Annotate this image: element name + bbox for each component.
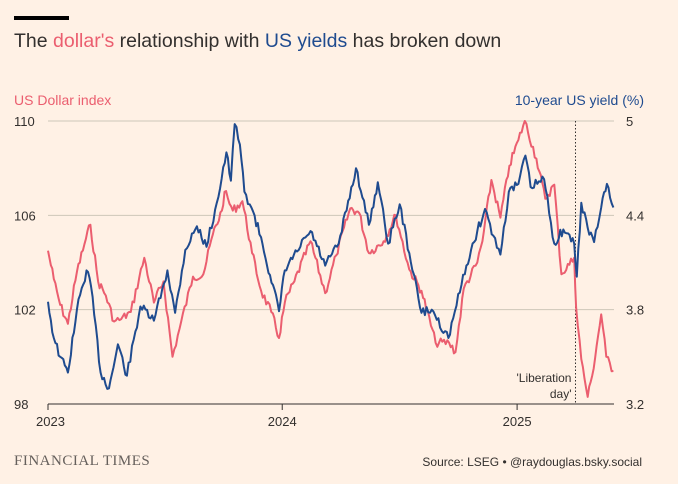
dollar-index-line bbox=[47, 120, 614, 398]
x-tick-label: 2023 bbox=[36, 414, 65, 429]
source-note: Source: LSEG • @raydouglas.bsky.social bbox=[422, 455, 642, 469]
annotation-label: day' bbox=[550, 387, 572, 401]
y-left-tick-label: 106 bbox=[14, 208, 36, 223]
y-left-tick-label: 110 bbox=[14, 114, 35, 129]
title-dollar-highlight: dollar's bbox=[53, 30, 115, 52]
y-left-tick-label: 98 bbox=[14, 397, 28, 412]
right-axis-title: 10-year US yield (%) bbox=[514, 92, 644, 108]
x-tick-label: 2025 bbox=[503, 414, 532, 429]
left-axis-title: US Dollar index bbox=[14, 92, 112, 108]
title-text: relationship with bbox=[114, 30, 265, 52]
title-text: has broken down bbox=[347, 30, 502, 52]
chart-title: The dollar's relationship with US yields… bbox=[14, 30, 501, 53]
title-yields-highlight: US yields bbox=[264, 30, 348, 52]
y-left-tick-label: 102 bbox=[14, 303, 36, 318]
top-rule bbox=[14, 16, 69, 20]
y-right-tick-label: 3.8 bbox=[626, 303, 644, 318]
annotation-label: 'Liberation bbox=[516, 371, 571, 385]
us-yield-line bbox=[47, 123, 615, 390]
y-right-tick-label: 3.2 bbox=[626, 397, 644, 412]
y-right-tick-label: 5 bbox=[626, 114, 633, 129]
title-text: The bbox=[14, 30, 54, 52]
y-right-tick-label: 4.4 bbox=[626, 208, 644, 223]
x-tick-label: 2024 bbox=[268, 414, 297, 429]
ft-logo: FINANCIAL TIMES bbox=[14, 453, 151, 469]
